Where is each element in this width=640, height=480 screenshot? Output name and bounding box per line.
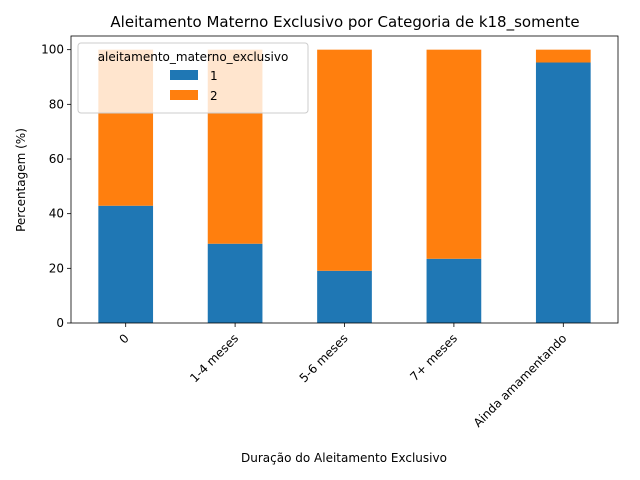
bar-2-3	[426, 49, 482, 259]
x-axis-label: Duração do Aleitamento Exclusivo	[241, 451, 447, 465]
bar-1-3	[426, 258, 482, 323]
legend-label-2: 2	[210, 89, 218, 103]
x-tick-label: 0	[117, 331, 132, 346]
y-axis-label: Percentagem (%)	[14, 128, 28, 232]
bar-2-4	[535, 49, 591, 63]
legend-swatch-2	[170, 90, 198, 100]
legend-swatch-1	[170, 70, 198, 80]
bar-1-1	[207, 243, 263, 323]
bar-1-2	[317, 270, 372, 323]
y-axis: 0 20 40 60 80 100	[41, 43, 71, 330]
y-tick-label: 20	[49, 261, 64, 275]
chart-title: Aleitamento Materno Exclusivo por Catego…	[110, 13, 579, 32]
legend: aleitamento_materno_exclusivo 1 2	[77, 42, 309, 114]
legend-title: aleitamento_materno_exclusivo	[98, 50, 289, 64]
bar-1-0	[98, 205, 154, 323]
bar-1-4	[535, 62, 591, 323]
y-tick-label: 60	[49, 152, 64, 166]
y-tick-label: 0	[56, 316, 64, 330]
y-tick-label: 80	[49, 97, 64, 111]
bar-2-2	[317, 49, 372, 271]
y-tick-label: 40	[49, 207, 64, 221]
x-tick-label: Ainda amamentando	[471, 331, 570, 430]
x-tick-label: 7+ meses	[407, 331, 460, 384]
x-axis: 0 1-4 meses 5-6 meses 7+ meses Ainda amament…	[117, 323, 570, 430]
legend-label-1: 1	[210, 69, 218, 83]
x-tick-label: 1-4 meses	[187, 331, 241, 385]
x-tick-label: 5-6 meses	[297, 331, 351, 385]
y-tick-label: 100	[41, 43, 64, 57]
